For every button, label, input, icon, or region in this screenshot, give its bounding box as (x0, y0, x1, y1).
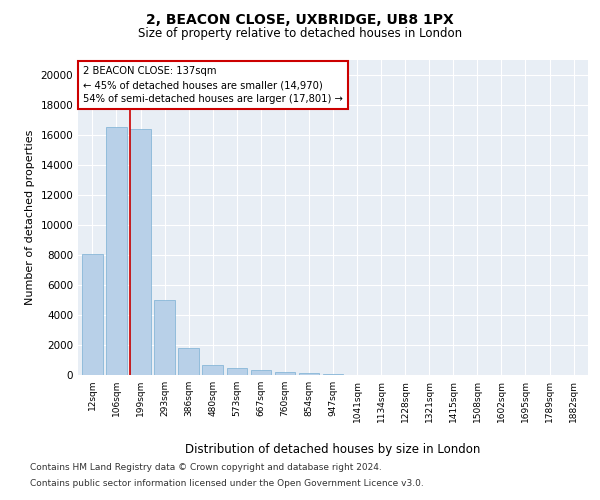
Text: Distribution of detached houses by size in London: Distribution of detached houses by size … (185, 442, 481, 456)
Text: Contains public sector information licensed under the Open Government Licence v3: Contains public sector information licen… (30, 478, 424, 488)
Bar (251, 370, 271, 375)
Bar (299, 373, 319, 375)
Text: 2, BEACON CLOSE, UXBRIDGE, UB8 1PX: 2, BEACON CLOSE, UXBRIDGE, UB8 1PX (146, 12, 454, 26)
Bar (323, 374, 343, 375)
Bar (275, 372, 295, 375)
Text: Contains HM Land Registry data © Crown copyright and database right 2024.: Contains HM Land Registry data © Crown c… (30, 464, 382, 472)
Text: Size of property relative to detached houses in London: Size of property relative to detached ho… (138, 28, 462, 40)
Bar (130, 129, 151, 375)
Bar (82, 254, 103, 375)
Bar (106, 128, 127, 375)
Bar (227, 368, 247, 375)
Y-axis label: Number of detached properties: Number of detached properties (25, 130, 35, 305)
Bar (154, 300, 175, 375)
Bar (178, 348, 199, 375)
Bar (202, 364, 223, 375)
Text: 2 BEACON CLOSE: 137sqm
← 45% of detached houses are smaller (14,970)
54% of semi: 2 BEACON CLOSE: 137sqm ← 45% of detached… (83, 66, 343, 104)
